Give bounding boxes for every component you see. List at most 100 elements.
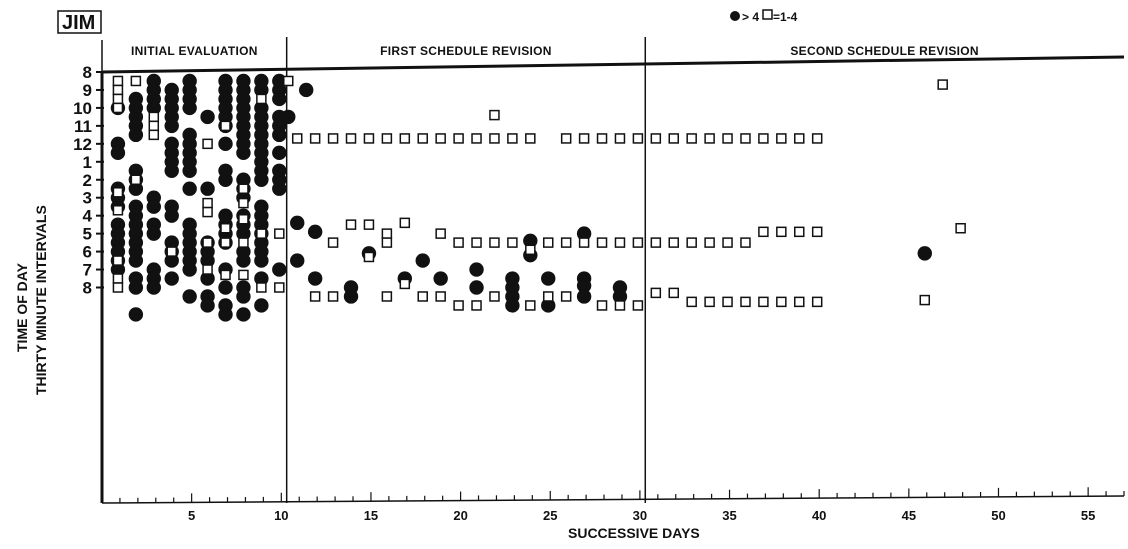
point-filled-136 [182,262,197,277]
y-tick-label-3: 10 [73,99,92,118]
point-filled-90 [164,208,179,223]
y-axis-title-line-2: THIRTY MINUTE INTERVALS [33,205,49,395]
legend-open-square [762,9,773,20]
point-open-93 [776,226,787,238]
point-filled-103 [146,226,161,241]
point-filled-86 [146,199,161,214]
point-open-118 [758,296,769,308]
point-open-69 [399,217,411,229]
point-open-66 [811,133,823,144]
x-tick-label-40: 40 [812,508,826,523]
point-filled-44 [128,127,144,143]
point-open-83 [596,237,608,248]
point-filled-146 [254,271,269,286]
point-filled-138 [272,262,287,277]
point-filled-127 [128,253,144,268]
point-open-6 [256,93,267,105]
point-filled-124 [523,233,538,249]
x-tick-label-50: 50 [991,508,1005,523]
x-tick-label-45: 45 [902,508,916,523]
point-open-38 [291,133,303,144]
point-open-4 [112,84,124,96]
point-filled-37 [281,109,296,125]
point-filled-21 [272,91,287,107]
point-open-71 [435,228,446,239]
point-open-16 [112,187,124,198]
point-open-86 [650,237,662,248]
point-open-41 [345,133,357,144]
point-filled-170 [343,289,359,304]
legend-filled-circle [730,11,740,21]
point-filled-177 [505,298,520,313]
point-open-8 [148,111,160,123]
point-filled-159 [182,289,197,304]
point-open-42 [363,133,375,144]
point-open-84 [614,237,626,248]
x-axis-ticks: 5 10 15 20 25 30 35 40 45 50 55 [119,487,1125,523]
point-filled-24 [146,100,161,116]
point-open-14 [130,174,142,185]
point-open-40 [327,133,339,144]
point-open-92 [758,226,769,238]
y-tick-label-4: 11 [74,117,92,136]
point-open-97 [399,278,411,290]
point-filled-65 [164,163,179,178]
point-open-50 [507,133,518,144]
point-filled-149 [128,280,144,295]
point-open-101 [417,291,428,302]
phase-label-1: INITIAL EVALUATION [131,44,258,58]
point-open-13 [202,138,213,150]
point-open-7 [112,102,124,114]
point-filled-169 [254,298,269,313]
point-open-5 [112,93,124,105]
point-filled-167 [200,298,215,313]
point-open-54 [596,133,608,144]
point-open-80 [542,237,554,248]
point-filled-77 [182,181,197,196]
point-open-81 [560,237,572,248]
point-filled-14 [298,82,314,98]
point-filled-131 [236,253,251,268]
point-open-51 [525,133,536,144]
point-open-75 [363,251,375,263]
point-filled-80 [272,181,287,196]
point-open-100 [381,291,393,302]
point-open-108 [453,300,464,311]
point-open-57 [650,133,662,144]
point-open-24 [274,228,285,239]
y-tick-label-6: 1 [83,153,92,172]
point-open-62 [740,133,751,144]
point-filled-144 [164,271,179,286]
point-open-30 [202,264,213,275]
point-filled-108 [290,215,305,231]
point-open-20 [202,206,213,218]
point-filled-55 [110,145,126,161]
point-open-28 [166,246,177,257]
point-open-31 [220,269,231,281]
y-axis-title-line-1: TIME OF DAY [14,262,30,352]
y-tick-label-9: 4 [83,207,93,226]
point-open-11 [220,120,231,132]
point-filled-157 [541,271,556,286]
point-filled-165 [576,278,592,293]
point-open-55 [614,133,626,144]
point-open-112 [614,300,626,311]
point-open-89 [704,237,715,248]
point-open-64 [776,133,787,144]
x-tick-label-25: 25 [543,508,557,523]
y-axis-title: TIME OF DAY THIRTY MINUTE INTERVALS [14,205,49,395]
point-open-103 [489,291,500,302]
y-tick-label-10: 5 [83,225,92,244]
point-open-72 [327,237,339,248]
point-open-25 [202,237,213,248]
point-filled-132 [254,253,269,268]
point-filled-163 [469,280,484,295]
point-filled-58 [236,145,251,161]
point-open-115 [704,296,715,308]
point-open-91 [740,237,751,248]
point-open-119 [776,296,787,308]
point-open-120 [794,296,805,308]
point-open-39 [309,133,321,144]
